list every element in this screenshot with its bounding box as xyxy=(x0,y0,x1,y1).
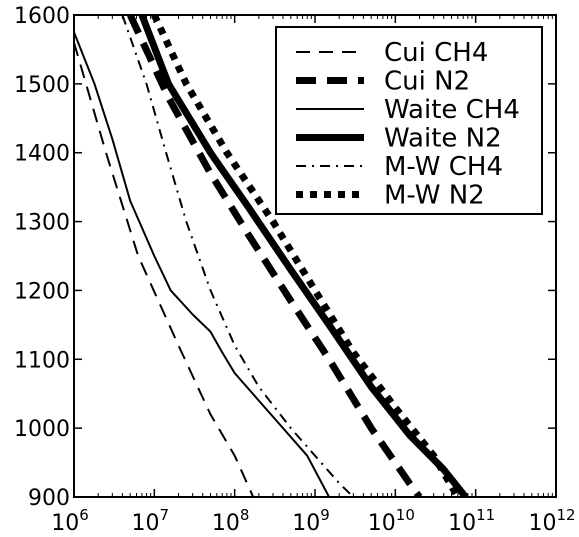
series-line-m-w-n2 xyxy=(151,15,461,497)
legend-label: Cui CH4 xyxy=(384,38,488,68)
axes: 900 1000 1100 1200 1300 1400 1500 1600 106 107 108… xyxy=(14,4,576,536)
series-layer xyxy=(74,15,469,497)
y-tick-label: 1500 xyxy=(14,73,70,98)
y-tick-label: 1600 xyxy=(14,4,70,29)
legend-label: Waite N2 xyxy=(384,124,502,154)
y-tick-label: 1000 xyxy=(14,417,70,442)
x-tick-label: 1012 xyxy=(528,506,575,536)
x-tick-label: 109 xyxy=(292,506,330,536)
legend-label: M-W N2 xyxy=(384,181,485,211)
y-tick-label: 1100 xyxy=(14,348,70,373)
x-tick-label: 1010 xyxy=(368,506,415,536)
legend-label: Waite CH4 xyxy=(384,95,520,125)
y-tick-label: 900 xyxy=(28,486,70,511)
legend-label: M-W CH4 xyxy=(384,152,503,182)
series-line-waite-ch4 xyxy=(74,31,330,497)
y-tick-label: 1400 xyxy=(14,142,70,167)
x-tick-label: 1011 xyxy=(448,506,495,536)
y-tick-label: 1300 xyxy=(14,211,70,236)
series-line-cui-n2 xyxy=(127,15,423,497)
legend-label: Cui N2 xyxy=(384,67,470,97)
legend-box xyxy=(275,26,543,215)
y-tick-label: 1200 xyxy=(14,279,70,304)
x-tick-label: 106 xyxy=(51,506,89,536)
series-line-cui-ch4 xyxy=(74,42,255,497)
x-tick-label: 108 xyxy=(212,506,250,536)
series-line-m-w-ch4 xyxy=(121,15,354,497)
x-tick-label: 107 xyxy=(132,506,170,536)
series-line-waite-n2 xyxy=(138,15,469,497)
